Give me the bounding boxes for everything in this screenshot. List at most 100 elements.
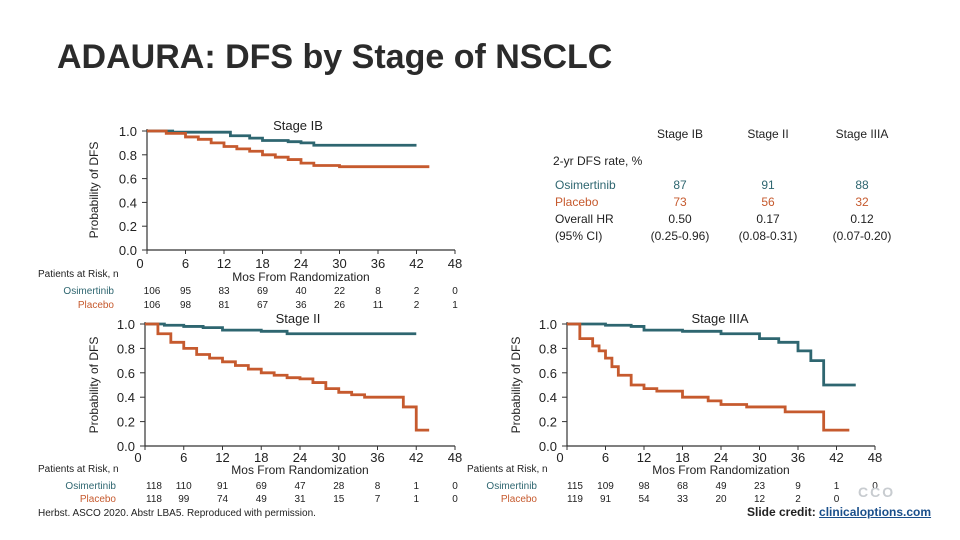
x-tick-label: 6 [602, 450, 609, 465]
risk-count-osimertinib: 110 [176, 481, 192, 492]
dfs-summary-table: Stage IB Stage II Stage IIIA 2-yr DFS rate,… [553, 127, 891, 243]
y-tick-label: 0.8 [117, 341, 135, 356]
credit-link[interactable]: clinicaloptions.com [819, 505, 932, 519]
y-tick-label: 0.4 [539, 390, 557, 405]
risk-count-osimertinib: 98 [638, 481, 650, 492]
risk-count-placebo: 99 [178, 494, 190, 505]
x-tick-label: 48 [448, 256, 462, 271]
risk-count-placebo: 11 [373, 300, 384, 311]
y-tick-label: 0.4 [117, 390, 135, 405]
x-tick-label: 30 [332, 256, 346, 271]
table-cell: (0.08-0.31) [739, 229, 798, 243]
table-cell: 73 [673, 195, 687, 209]
y-tick-label: 0.0 [539, 439, 557, 454]
risk-count-placebo: 15 [333, 494, 345, 505]
x-tick-label: 18 [254, 450, 268, 465]
table-cell: 0.12 [850, 212, 874, 226]
x-tick-label: 30 [752, 450, 766, 465]
risk-count-osimertinib: 28 [333, 481, 345, 492]
risk-count-osimertinib: 91 [217, 481, 229, 492]
table-column-header: Stage IIIA [836, 127, 889, 141]
risk-count-placebo: 74 [217, 494, 229, 505]
risk-count-placebo: 36 [295, 300, 307, 311]
x-tick-label: 0 [134, 450, 141, 465]
x-tick-label: 42 [409, 450, 423, 465]
panel-title: Stage IIIA [691, 311, 748, 326]
x-tick-label: 0 [556, 450, 563, 465]
x-axis-title: Mos From Randomization [652, 463, 789, 477]
y-tick-label: 0.8 [119, 148, 137, 163]
risk-count-placebo: 0 [452, 494, 458, 505]
placebo-curve [145, 322, 430, 432]
risk-count-osimertinib: 23 [754, 481, 766, 492]
table-cell: (0.25-0.96) [651, 229, 710, 243]
risk-count-osimertinib: 106 [144, 286, 161, 297]
y-tick-label: 1.0 [539, 317, 557, 332]
y-tick-label: 0.0 [119, 243, 137, 258]
risk-count-osimertinib: 69 [257, 286, 269, 297]
y-tick-label: 0.6 [117, 366, 135, 381]
risk-count-osimertinib: 118 [146, 481, 162, 492]
risk-count-placebo: 119 [567, 494, 583, 505]
slide-credit: Slide credit: clinicaloptions.com [747, 505, 931, 519]
risk-row-label-osimertinib: Osimertinib [65, 481, 116, 492]
x-tick-label: 48 [868, 450, 882, 465]
risk-count-osimertinib: 95 [180, 286, 192, 297]
x-tick-label: 18 [255, 256, 269, 271]
risk-count-placebo: 2 [414, 300, 420, 311]
table-row-label: Overall HR [555, 212, 614, 226]
risk-table-header: Patients at Risk, n [38, 464, 119, 475]
risk-row-label-placebo: Placebo [501, 494, 538, 505]
y-tick-label: 0.4 [119, 195, 137, 210]
y-tick-label: 0.8 [539, 341, 557, 356]
risk-count-placebo: 91 [600, 494, 612, 505]
risk-count-osimertinib: 22 [334, 286, 346, 297]
risk-count-placebo: 98 [180, 300, 192, 311]
y-tick-label: 1.0 [117, 317, 135, 332]
x-tick-label: 36 [371, 256, 385, 271]
risk-count-placebo: 26 [334, 300, 346, 311]
risk-count-osimertinib: 0 [452, 286, 458, 297]
x-tick-label: 48 [448, 450, 462, 465]
risk-count-placebo: 67 [257, 300, 269, 311]
x-tick-label: 12 [217, 256, 231, 271]
slide-title: ADAURA: DFS by Stage of NSCLC [57, 38, 613, 76]
x-tick-label: 18 [675, 450, 689, 465]
risk-row-label-placebo: Placebo [80, 494, 117, 505]
y-tick-label: 0.2 [539, 415, 557, 430]
osimertinib-curve [567, 322, 856, 387]
table-cell: 87 [673, 178, 687, 192]
risk-count-placebo: 7 [375, 494, 381, 505]
risk-count-placebo: 1 [413, 494, 419, 505]
risk-count-placebo: 118 [146, 494, 162, 505]
risk-count-osimertinib: 83 [218, 286, 230, 297]
y-tick-label: 0.6 [119, 172, 137, 187]
risk-count-placebo: 81 [218, 300, 230, 311]
x-tick-label: 6 [180, 450, 187, 465]
risk-count-placebo: 31 [294, 494, 306, 505]
risk-count-placebo: 2 [795, 494, 801, 505]
table-column-header: Stage IB [657, 127, 703, 141]
x-tick-label: 24 [294, 256, 308, 271]
x-tick-label: 36 [370, 450, 384, 465]
risk-count-osimertinib: 109 [597, 481, 614, 492]
placebo-curve [567, 322, 850, 432]
x-tick-label: 0 [136, 256, 143, 271]
risk-count-osimertinib: 8 [375, 286, 381, 297]
risk-count-placebo: 33 [677, 494, 689, 505]
table-row-label: Placebo [555, 195, 599, 209]
x-tick-label: 24 [714, 450, 728, 465]
credit-prefix: Slide credit: [747, 505, 820, 519]
risk-count-osimertinib: 40 [295, 286, 307, 297]
y-axis-title: Probability of DFS [87, 142, 101, 239]
table-column-header: Stage II [747, 127, 788, 141]
risk-count-osimertinib: 68 [677, 481, 689, 492]
risk-count-osimertinib: 0 [872, 481, 878, 492]
panel-title: Stage II [276, 311, 321, 326]
risk-count-osimertinib: 49 [715, 481, 727, 492]
table-subtitle: 2-yr DFS rate, % [553, 154, 643, 168]
